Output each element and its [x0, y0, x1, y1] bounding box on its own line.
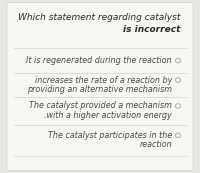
Text: reaction: reaction	[139, 140, 172, 149]
Text: The catalyst participates in the: The catalyst participates in the	[48, 131, 172, 140]
Text: is incorrect: is incorrect	[123, 25, 180, 34]
Text: Which statement regarding catalyst: Which statement regarding catalyst	[18, 13, 180, 22]
Text: .with a higher activation energy: .with a higher activation energy	[44, 111, 172, 120]
Text: It is regenerated during the reaction: It is regenerated during the reaction	[26, 56, 172, 65]
Text: increases the rate of a reaction by: increases the rate of a reaction by	[35, 75, 172, 85]
Text: providing an alternative mechanism: providing an alternative mechanism	[27, 85, 172, 94]
Text: The catalyst provided a mechanism: The catalyst provided a mechanism	[29, 101, 172, 111]
FancyBboxPatch shape	[7, 3, 193, 170]
